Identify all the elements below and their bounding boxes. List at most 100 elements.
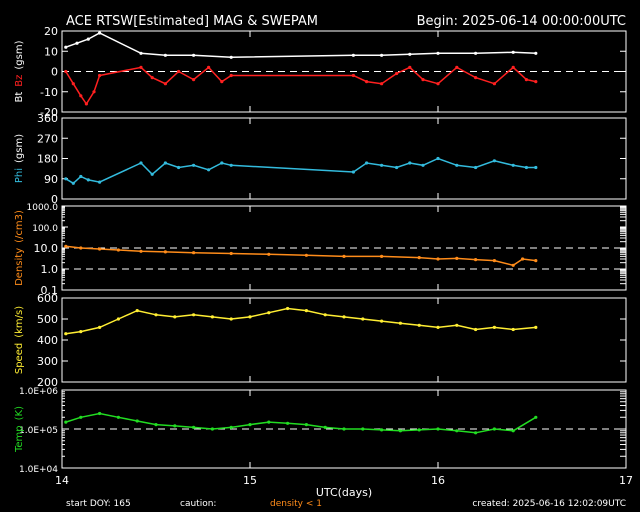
data-point-bt <box>511 50 515 54</box>
data-point-bz <box>534 80 538 84</box>
data-point-phi <box>351 170 355 174</box>
data-point-temp <box>248 423 252 427</box>
data-point-speed <box>380 319 384 323</box>
data-point-phi <box>511 163 515 167</box>
y-tick-label: 180 <box>37 153 58 166</box>
y-axis-label-part: (km/s) <box>14 306 25 338</box>
x-tick-label: 15 <box>243 474 257 487</box>
data-point-phi <box>455 163 459 167</box>
data-point-temp <box>64 420 68 424</box>
data-point-speed <box>398 321 402 325</box>
data-point-speed <box>534 325 538 329</box>
data-point-temp <box>173 424 177 428</box>
y-tick-label: 270 <box>37 132 58 145</box>
data-point-speed <box>173 315 177 319</box>
data-point-temp <box>286 421 290 425</box>
data-point-temp <box>455 429 459 433</box>
data-point-speed <box>286 306 290 311</box>
data-point-density <box>192 251 196 255</box>
data-point-bz <box>455 65 459 69</box>
data-point-bz <box>79 94 83 98</box>
data-point-bz <box>192 78 196 82</box>
data-point-density <box>492 259 496 263</box>
data-point-density <box>139 249 143 253</box>
y-tick-label: 0.1 <box>41 284 59 297</box>
data-point-bt <box>192 53 196 57</box>
density-note: density < 1 <box>270 499 322 509</box>
data-point-bz <box>150 76 154 80</box>
data-point-density <box>380 254 384 258</box>
data-point-speed <box>304 309 308 313</box>
data-point-bz <box>207 65 211 69</box>
data-point-phi <box>421 163 425 167</box>
data-point-density <box>116 248 120 252</box>
data-point-speed <box>135 309 139 313</box>
data-point-bt <box>436 51 440 55</box>
data-point-bz <box>421 78 425 82</box>
x-tick-label: 14 <box>55 474 69 487</box>
series-line-phi <box>65 157 536 185</box>
data-point-bz <box>92 90 96 94</box>
data-point-temp <box>361 427 365 431</box>
data-point-speed <box>98 325 102 329</box>
panel-frame-3 <box>61 297 627 383</box>
data-point-bz <box>365 80 369 84</box>
x-tick-label: 16 <box>431 474 445 487</box>
data-point-speed <box>192 313 196 317</box>
data-point-speed <box>455 323 459 327</box>
data-point-bz <box>395 71 399 76</box>
data-point-temp <box>154 423 158 427</box>
data-point-phi <box>436 156 440 161</box>
data-point-density <box>64 244 68 248</box>
data-point-phi <box>207 168 211 172</box>
data-point-density <box>229 251 233 256</box>
data-point-phi <box>408 161 412 165</box>
data-point-density <box>474 258 478 262</box>
data-point-speed <box>474 327 478 332</box>
y-tick-label: 0 <box>51 193 58 206</box>
data-point-speed <box>210 315 214 319</box>
data-point-phi <box>139 161 143 165</box>
data-point-bt <box>163 53 167 57</box>
data-point-density <box>342 254 346 258</box>
y-tick-label: 360 <box>37 112 58 125</box>
data-point-bt <box>86 37 90 41</box>
data-point-bz <box>436 82 440 86</box>
data-point-bt <box>534 51 538 55</box>
data-point-bz <box>351 73 355 78</box>
y-tick-label: 10 <box>44 45 58 58</box>
y-tick-label: 20 <box>44 25 58 38</box>
data-point-density <box>534 259 538 263</box>
caution-label: caution: <box>180 499 216 509</box>
y-axis-label-part: Speed <box>14 343 25 374</box>
data-point-speed <box>323 313 327 317</box>
data-point-bz <box>98 73 102 78</box>
data-point-bt <box>351 53 355 57</box>
data-point-bt <box>408 52 412 56</box>
data-point-phi <box>98 180 102 184</box>
y-tick-label: 300 <box>37 355 58 368</box>
data-point-bz <box>163 82 167 86</box>
data-point-bt <box>64 45 68 49</box>
y-axis-label-part: (gsm) <box>14 40 25 69</box>
y-tick-label: -20 <box>40 106 58 119</box>
data-point-temp <box>417 428 421 432</box>
data-point-phi <box>534 165 538 170</box>
data-point-temp <box>474 431 478 435</box>
data-point-density <box>436 257 440 261</box>
y-axis-label: Phi (gsm) <box>14 134 25 183</box>
data-point-temp <box>116 415 120 419</box>
data-point-temp <box>436 427 440 431</box>
y-axis-label-part: Temp <box>14 425 25 453</box>
y-tick-label: 1.0 <box>41 263 59 276</box>
data-point-bz <box>408 65 412 69</box>
series-line-temp <box>65 412 537 434</box>
y-axis-label: Temp (K) <box>14 406 25 453</box>
begin-time: Begin: 2025-06-14 00:00:00UTC <box>417 14 626 29</box>
data-point-phi <box>177 165 181 170</box>
y-tick-label: 90 <box>44 173 58 186</box>
data-point-bt <box>75 41 79 45</box>
data-point-bt <box>380 53 384 57</box>
data-point-density <box>304 253 308 257</box>
data-point-phi <box>220 161 224 165</box>
